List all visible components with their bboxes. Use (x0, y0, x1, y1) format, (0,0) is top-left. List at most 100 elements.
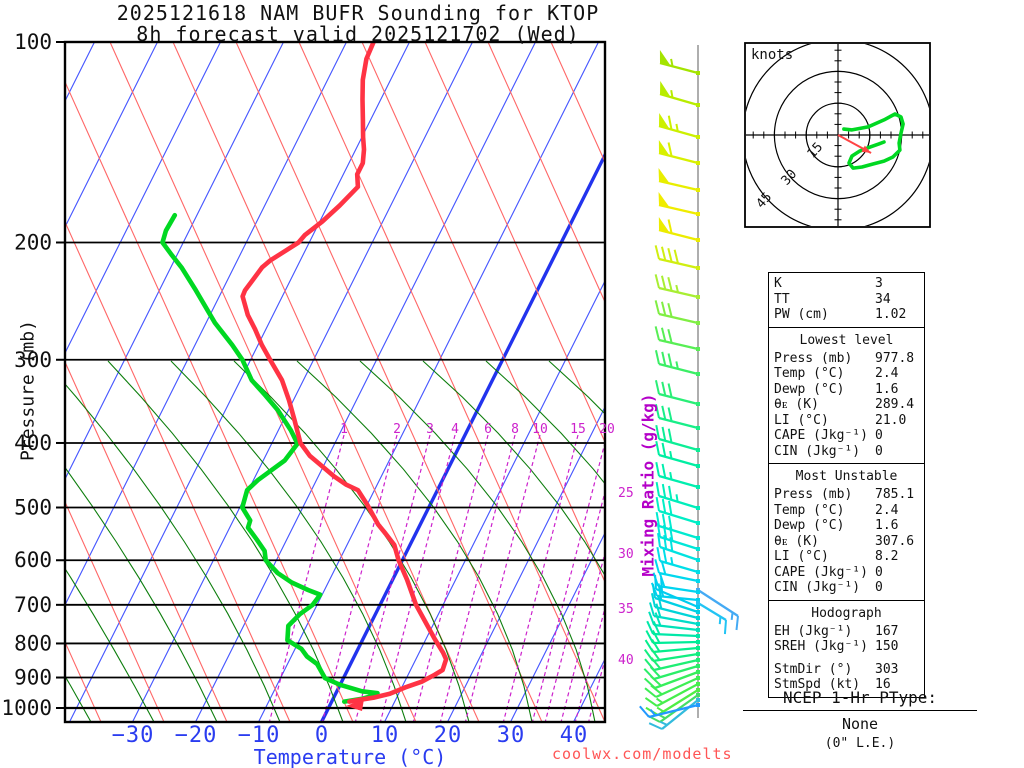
svg-text:40: 40 (618, 653, 634, 668)
svg-text:200: 200 (14, 230, 52, 254)
wind-barb (655, 481, 700, 510)
panel-row-value: 0 (875, 428, 883, 443)
indices-section: K 3 TT 34 PW (cm) 1.02 (769, 273, 924, 328)
wind-barb (696, 601, 727, 635)
wind-barb (644, 682, 700, 708)
panel-row-value: 34 (875, 291, 891, 307)
panel-row-label: Temp (°C) (774, 366, 845, 381)
panel-row-value: 303 (875, 661, 899, 677)
panel-row: StmSpd (kt) 16 (769, 677, 924, 693)
svg-text:300: 300 (14, 348, 52, 372)
panel-row-label: Dewp (°C) (774, 381, 845, 397)
wind-barb (655, 440, 700, 468)
watermark: coolwx.com/modelts (552, 745, 733, 763)
wind-barb (655, 461, 700, 489)
wind-barb (644, 638, 700, 654)
panel-row-label: EH (Jkg⁻¹) (774, 623, 853, 639)
panel-section-header: Hodograph (811, 605, 882, 621)
hodograph-stats-section: Hodograph EH (Jkg⁻¹) 167 SREH (Jkg⁻¹) 150 Stm… (769, 601, 924, 697)
wind-barb (658, 168, 700, 192)
plot-frame (63, 40, 607, 724)
panel-row: LI (°C) 8.2 (769, 549, 924, 565)
panel-row: Dewp (°C) 1.6 (769, 518, 924, 534)
panel-row-value: 21.0 (875, 412, 907, 428)
lowest-level-section: Lowest level Press (mb) 977.8 Temp (°C) 2.4 D… (769, 328, 924, 464)
panel-row-label: LI (°C) (774, 412, 829, 428)
storm-motion-arrow (837, 134, 872, 154)
panel-row-value: 150 (875, 639, 899, 654)
panel-section-header: Most Unstable (795, 469, 898, 484)
panel-row-label: CIN (Jkg⁻¹) (774, 580, 861, 595)
wind-barb (654, 380, 700, 406)
mixing-ratio-axis-label: Mixing Ratio (g/kg) (638, 393, 658, 577)
svg-text:−20: −20 (175, 723, 218, 748)
svg-text:2: 2 (393, 422, 401, 437)
panel-row: Dewp (°C) 1.6 (769, 382, 924, 398)
panel-row-label: TT (774, 291, 790, 307)
panel-row-value: 8.2 (875, 549, 899, 564)
svg-text:30: 30 (497, 723, 526, 748)
panel-row: θᴇ (K) 289.4 (769, 397, 924, 413)
panel-row: SREH (Jkg⁻¹) 150 (769, 639, 924, 655)
panel-row: Press (mb) 785.1 (769, 487, 924, 503)
skewt-plot-area (66, 43, 604, 721)
ptype-title: NCEP 1-Hr PType: (743, 688, 977, 711)
panel-row-label: θᴇ (K) (774, 397, 819, 412)
panel-row: Temp (°C) 2.4 (769, 503, 924, 519)
svg-text:1: 1 (340, 422, 348, 437)
svg-text:20: 20 (599, 422, 615, 437)
wind-barb (658, 140, 700, 165)
wind-barb-column (639, 45, 739, 730)
panel-row: CAPE (Jkg⁻¹) 0 (769, 428, 924, 444)
panel-row-value: 289.4 (875, 397, 915, 412)
svg-text:20: 20 (434, 723, 463, 748)
svg-text:10: 10 (371, 723, 400, 748)
panel-row-label: Dewp (°C) (774, 518, 845, 533)
dewpoint-curve (160, 212, 380, 704)
wind-barb (648, 611, 700, 632)
indices-panel: K 3 TT 34 PW (cm) 1.02 Lowest level Press (mb)… (768, 272, 925, 698)
wind-barb (654, 574, 700, 609)
panel-row-value: 785.1 (875, 487, 915, 502)
wind-barb (654, 300, 700, 325)
svg-text:900: 900 (14, 666, 52, 690)
panel-row-label: CIN (Jkg⁻¹) (774, 443, 861, 459)
panel-row-value: 167 (875, 623, 899, 639)
wind-barb (649, 602, 700, 626)
svg-text:−30: −30 (112, 723, 155, 748)
wind-barb (659, 50, 700, 75)
wind-barb (648, 698, 700, 730)
hodograph-units-label: knots (751, 47, 794, 63)
wind-barb (658, 192, 700, 216)
wind-barb (657, 532, 700, 562)
svg-text:1000: 1000 (1, 696, 52, 720)
wind-barb (696, 588, 739, 631)
svg-text:15: 15 (570, 422, 586, 437)
ptype-value: None (841, 715, 879, 733)
wind-barb (656, 522, 700, 551)
wind-barb (656, 546, 700, 574)
panel-row: LI (°C) 21.0 (769, 413, 924, 429)
panel-row-label: CAPE (Jkg⁻¹) (774, 564, 868, 580)
panel-row-value: 2.4 (875, 366, 899, 381)
panel-row: CIN (Jkg⁻¹) 0 (769, 580, 924, 596)
pressure-gridlines (66, 241, 604, 710)
panel-row-value: 0 (875, 564, 883, 580)
panel-row-value: 1.02 (875, 307, 907, 322)
wind-barb (643, 664, 700, 681)
wind-barb (644, 676, 700, 699)
wind-barb (639, 703, 700, 719)
wind-barb (655, 424, 700, 452)
svg-text:100: 100 (14, 30, 52, 54)
panel-row-value: 0 (875, 443, 883, 459)
surface-parcel-arrow (346, 699, 364, 711)
temperature-curve (240, 43, 449, 704)
panel-row-label: StmSpd (kt) (774, 677, 861, 692)
svg-text:3: 3 (426, 422, 434, 437)
svg-text:4: 4 (451, 422, 459, 437)
wind-barb (654, 404, 700, 430)
